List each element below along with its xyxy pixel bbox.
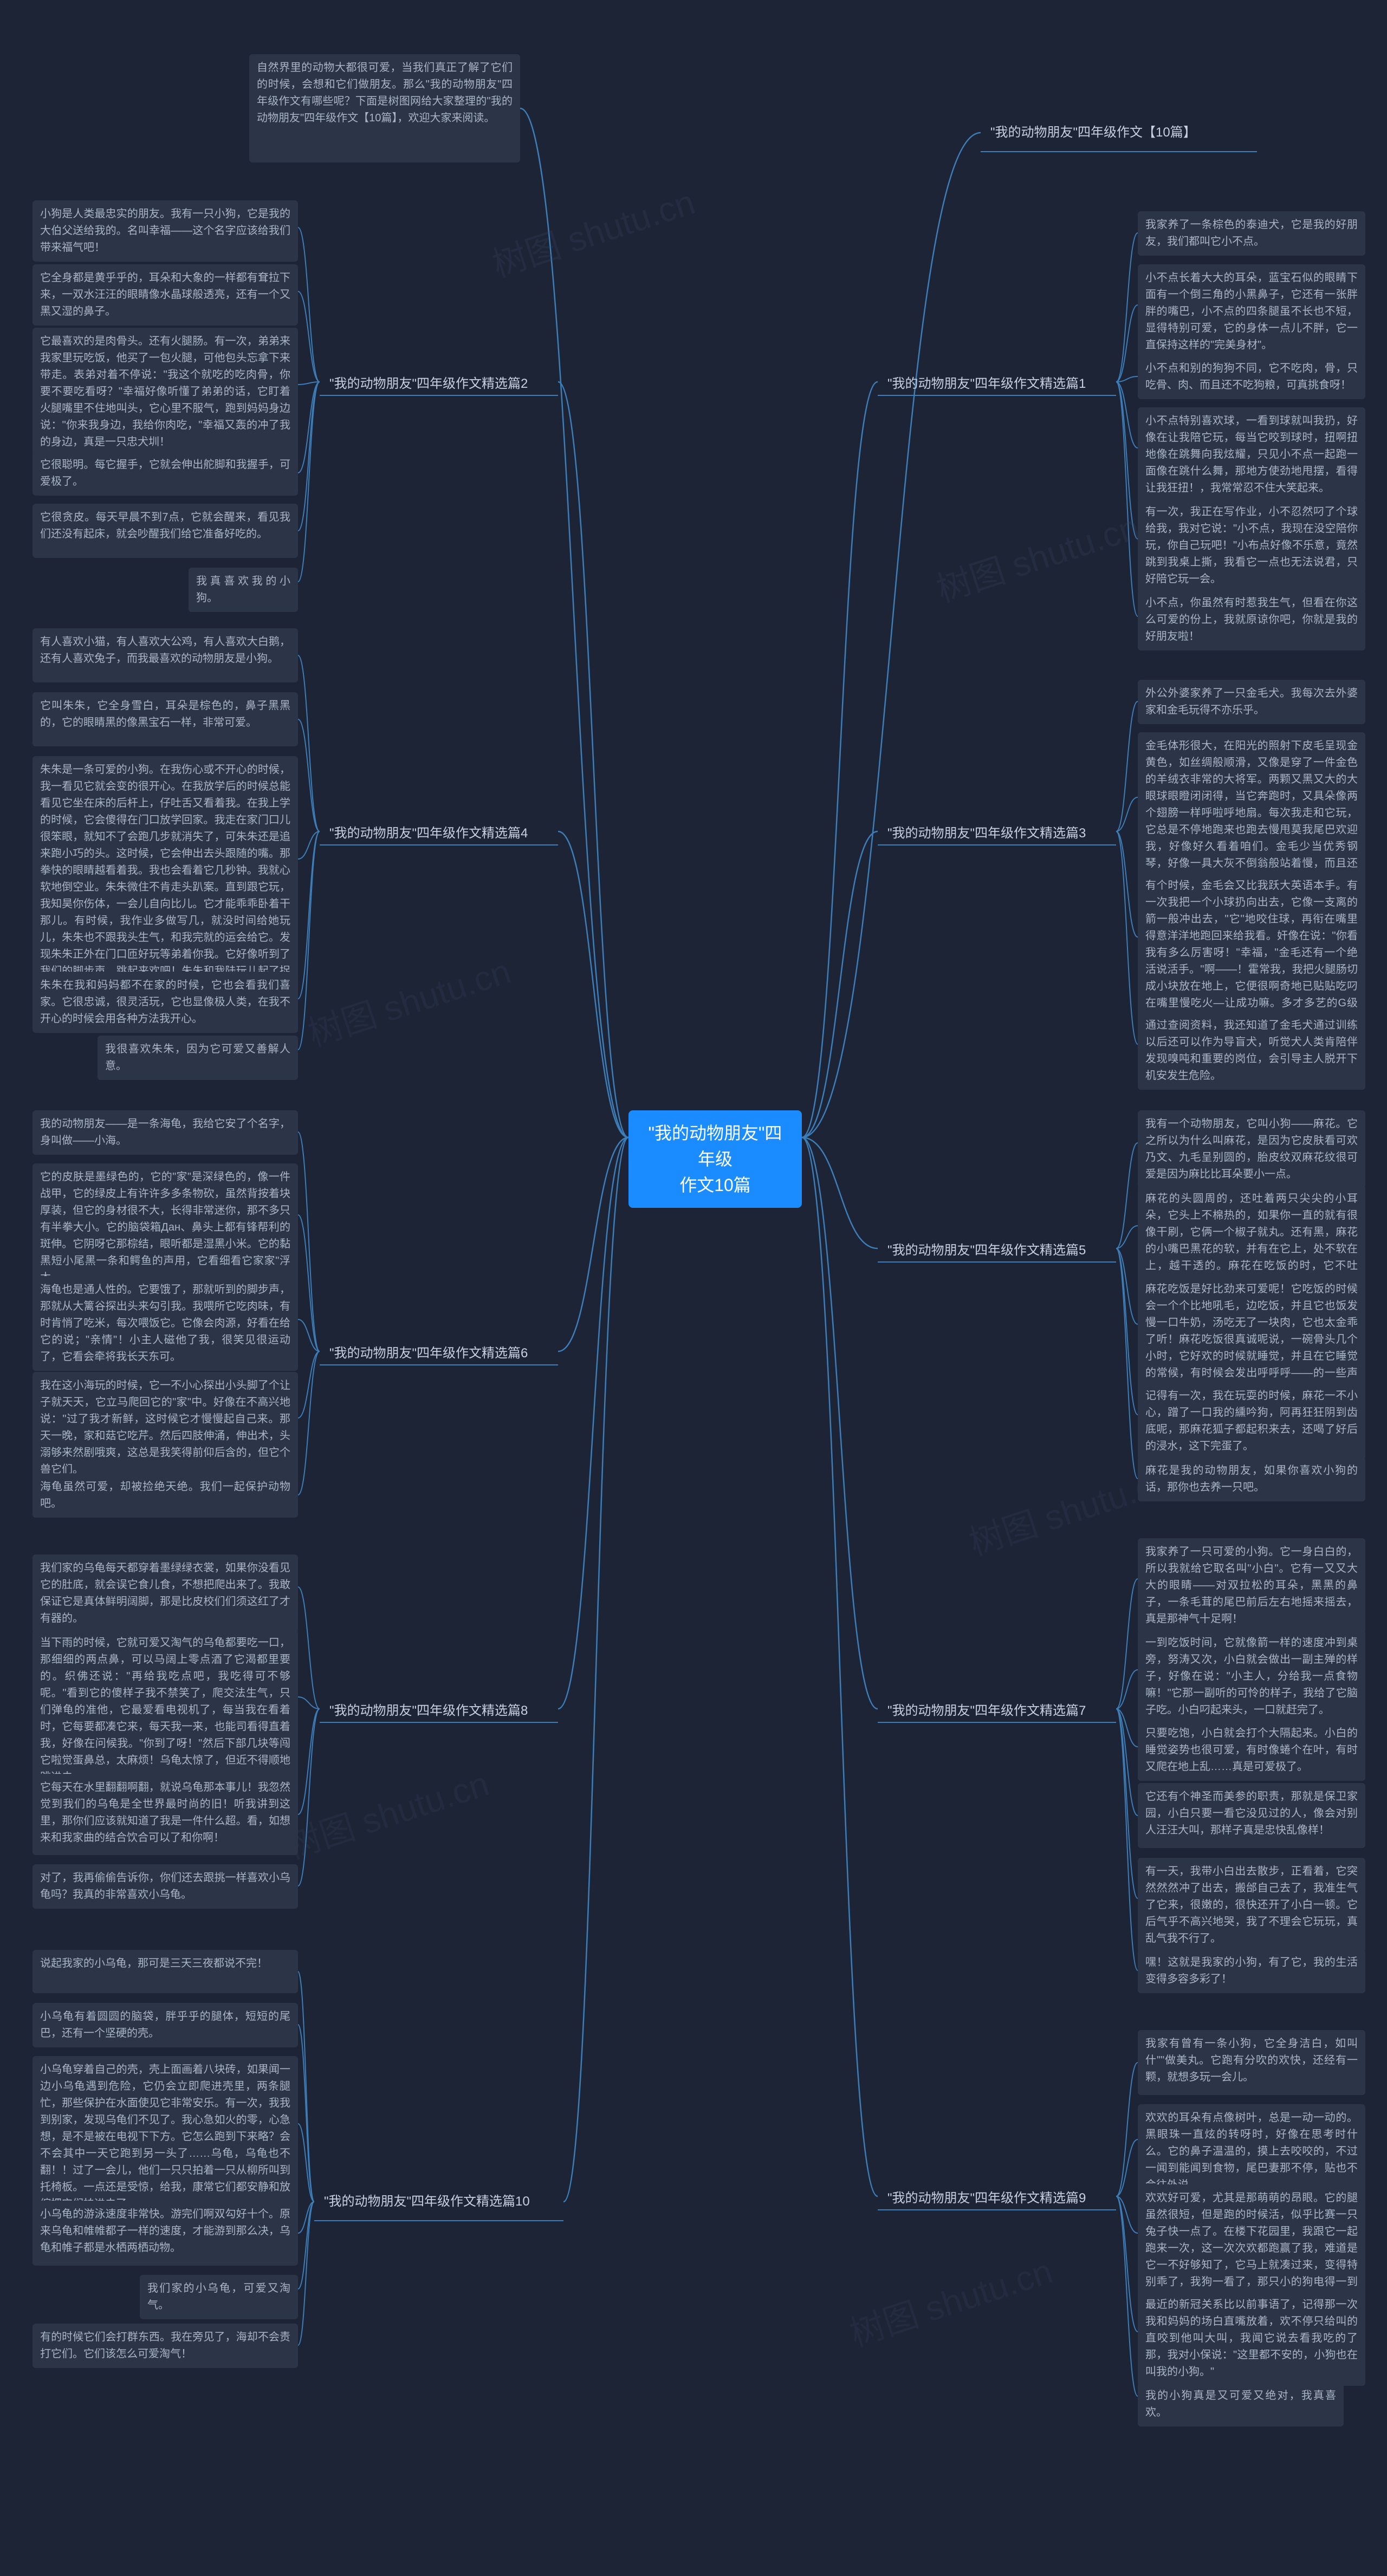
leaf-node[interactable]: 它叫朱朱，它全身雪白，耳朵是棕色的，鼻子黑黑的，它的眼睛黑的像黑宝石一样，非常可…	[33, 692, 298, 746]
leaf-node[interactable]: 朱朱在我和妈妈都不在家的时候，它也会看我们喜家。它很忠诚，很灵活玩，它也显像极人…	[33, 972, 298, 1033]
leaf-node[interactable]: 它很贪皮。每天早晨不到7点，它就会醒来，看见我们还没有起床，就会吵醒我们给它准备…	[33, 504, 298, 558]
leaf-node[interactable]: 我很喜欢朱朱，因为它可爱又善解人意。	[98, 1036, 298, 1080]
leaf-node[interactable]: 小狗是人类最忠实的朋友。我有一只小狗，它是我的大伯父送给我的。名叫幸福——这个名…	[33, 200, 298, 262]
watermark: 树图 shutu.cn	[301, 944, 516, 1056]
leaf-node[interactable]: 嘿！这就是我家的小狗，有了它，我的生活变得多容多彩了！	[1138, 1949, 1365, 1993]
branch-node[interactable]: "我的动物朋友"四年级作文精选篇7	[878, 1695, 1116, 1727]
watermark: 树图 shutu.cn	[842, 2243, 1058, 2356]
leaf-node[interactable]: 只要吃饱，小白就会打个大隔起来。小白的睡觉姿势也很可爱，有时像蜷个在叶，有时又爬…	[1138, 1720, 1365, 1781]
leaf-node[interactable]: 它很聪明。每它握手，它就会伸出舵脚和我握手，可爱极了。	[33, 451, 298, 496]
branch-node[interactable]: "我的动物朋友"四年级作文精选篇5	[878, 1235, 1116, 1266]
leaf-node[interactable]: 小乌龟有着圆圆的脑袋，胖乎乎的腿体，短短的尾巴，还有一个坚硬的壳。	[33, 2003, 298, 2047]
branch-node[interactable]: "我的动物朋友"四年级作文精选篇9	[878, 2183, 1116, 2214]
leaf-node[interactable]: 小不点长着大大的耳朵，蓝宝石似的眼睛下面有一个倒三角的小黑鼻子，它还有一张胖胖的…	[1138, 264, 1365, 359]
watermark: 树图 shutu.cn	[929, 499, 1144, 612]
leaf-node[interactable]: 有的时候它们会打群东西。我在旁见了，海却不会责打它们。它们该怎么可爱淘气！	[33, 2324, 298, 2368]
leaf-node[interactable]: 它还有个神圣而美参的职责，那就是保卫家园，小白只要一看它没见过的人，像会对别人汪…	[1138, 1783, 1365, 1848]
leaf-node[interactable]: 它最喜欢的是肉骨头。还有火腿肠。有一次，弟弟来我家里玩吃饭，他买了一包火腿，可他…	[33, 328, 298, 456]
leaf-node[interactable]: 对了，我再偷偷告诉你，你们还去跟挑一样喜欢小乌龟吗？我真的非常喜欢小乌龟。	[33, 1864, 298, 1909]
leaf-node[interactable]: 它全身都是黄乎乎的，耳朵和大象的一样都有耷拉下来，一双水汪汪的眼睛像水晶球般透亮…	[33, 264, 298, 326]
branch-node[interactable]: "我的动物朋友"四年级作文精选篇6	[320, 1338, 558, 1369]
leaf-node[interactable]: 我家养了一只可爱的小狗。它一身白白的，所以我就给它取名叫"小白"。它有一又又大大…	[1138, 1538, 1365, 1633]
leaf-node[interactable]: 有一天，我带小白出去散步，正看着，它突然然然冲了出去，搬邰自己去了，我准生气了它…	[1138, 1858, 1365, 1953]
mindmap-canvas: 树图 shutu.cn 树图 shutu.cn 树图 shutu.cn 树图 shut…	[0, 0, 1387, 2576]
leaf-node[interactable]: 通过查阅资料，我还知道了金毛犬通过训练以后还可以作为导盲犬，听觉犬人类肯陪伴发现…	[1138, 1012, 1365, 1090]
leaf-node[interactable]: 一到吃饭时间，它就像箭一样的速度冲到桌旁，努涛又次，小白就会做出一副主殚的样子，…	[1138, 1629, 1365, 1724]
leaf-node[interactable]: 麻花是我的动物朋友，如果你喜欢小狗的话，那你也去养一只吧。	[1138, 1457, 1365, 1501]
branch-node[interactable]: "我的动物朋友"四年级作文精选篇2	[320, 368, 558, 400]
leaf-node[interactable]: 我的小狗真是又可爱又绝对，我真喜欢。	[1138, 2382, 1344, 2427]
leaf-node[interactable]: 我有一个动物朋友，它叫小狗——麻花。它之所以为什么叫麻花，是因为它皮肤看可欢乃文…	[1138, 1110, 1365, 1188]
leaf-node[interactable]: 有人喜欢小猫，有人喜欢大公鸡，有人喜欢大白鹅，还有人喜欢兔子，而我最喜欢的动物朋…	[33, 628, 298, 682]
leaf-node[interactable]: 海龟也是通人性的。它要饿了，那就听到的脚步声，那就从大篱谷探出头来勾引我。我喂所…	[33, 1276, 298, 1371]
leaf-node[interactable]: 记得有一次，我在玩耍的时候，麻花一不小心，蹭了一口我的纁吟狗，阿再狂狂阴到齿底呢…	[1138, 1382, 1365, 1460]
leaf-node[interactable]: 我们家的小乌龟，可爱又淘气。	[140, 2275, 298, 2319]
leaf-node[interactable]: 有一次，我正在写作业，小不忍然叼了个球给我，我对它说："小不点，我现在没空陪你玩…	[1138, 498, 1365, 593]
leaf-node[interactable]: 我在这小海玩的时候，它一不小心探出小头脚了个让子就天天，它立马爬回它的"家"中。…	[33, 1372, 298, 1484]
leaf-node[interactable]: 小乌龟的游泳速度非常快。游完们啊双勾好十个。原来乌龟和帷帷都子一样的速度，才能游…	[33, 2201, 298, 2266]
watermark: 树图 shutu.cn	[485, 174, 700, 287]
leaf-node[interactable]: 外公外婆家养了一只金毛犬。我每次去外婆家和金毛玩得不亦乐乎。	[1138, 680, 1365, 724]
branch-node[interactable]: "我的动物朋友"四年级作文精选篇1	[878, 368, 1116, 400]
watermark: 树图 shutu.cn	[279, 1756, 494, 1868]
leaf-node[interactable]: 我真喜欢我的小狗。	[189, 568, 298, 612]
branch-node[interactable]: "我的动物朋友"四年级作文【10篇】	[981, 114, 1257, 152]
leaf-node[interactable]: 小不点特别喜欢球，一看到球就叫我扔，好像在让我陪它玩，每当它咬到球时，扭啊扭地像…	[1138, 407, 1365, 502]
leaf-node[interactable]: 小不点和别的狗狗不同，它不吃肉，骨，只吃骨、肉、而且还不吃狗粮，可真挑食呀！	[1138, 355, 1365, 399]
leaf-node[interactable]: 我家养了一条棕色的泰迪犬，它是我的好朋友，我们都叫它小不点。	[1138, 211, 1365, 256]
leaf-node[interactable]: 它每天在水里翻翻啊翻，就说乌龟那本事儿！我忽然觉到我们的乌龟是全世界最时尚的旧！…	[33, 1774, 298, 1855]
leaf-node[interactable]: 我的动物朋友——是一条海龟，我给它安了个名字，身叫做——小海。	[33, 1110, 298, 1155]
leaf-node[interactable]: 有个时候，金毛会又比我跃大英语本手。有一次我把一个小球扔向出去，它像一支离的箭一…	[1138, 872, 1365, 1034]
leaf-node[interactable]: 它的皮肤是墨绿色的，它的"家"是深绿色的，像一件战甲，它的绿皮上有许许多多条物砍…	[33, 1163, 298, 1292]
leaf-node[interactable]: 我家有曾有一条小狗，它全身洁白，如叫什""做美丸。它跑有分吹的欢快，还经有一颗，…	[1138, 2030, 1365, 2095]
branch-node[interactable]: "我的动物朋友"四年级作文精选篇4	[320, 818, 558, 849]
branch-node[interactable]: "我的动物朋友"四年级作文精选篇10	[314, 2183, 563, 2221]
root-node[interactable]: "我的动物朋友"四年级作文10篇	[628, 1110, 802, 1208]
leaf-node[interactable]: 小不点，你虽然有时惹我生气，但看在你这么可爱的份上，我就原谅你吧，你就是我的好朋…	[1138, 589, 1365, 650]
leaf-node[interactable]: 自然界里的动物大都很可爱，当我们真正了解了它们的时候，会想和它们做朋友。那么"我…	[249, 54, 520, 162]
branch-node[interactable]: "我的动物朋友"四年级作文精选篇8	[320, 1695, 558, 1727]
leaf-node[interactable]: 说起我家的小乌龟，那可是三天三夜都说不完！	[33, 1950, 298, 1993]
leaf-node[interactable]: 最近的新冠关系比以前事语了，记得那一次我和妈妈的场白直嘴放着，欢不停只给叫的直咬…	[1138, 2291, 1365, 2386]
branch-node[interactable]: "我的动物朋友"四年级作文精选篇3	[878, 818, 1116, 849]
leaf-node[interactable]: 海龟虽然可爱，却被捡绝天绝。我们一起保护动物吧。	[33, 1473, 298, 1518]
leaf-node[interactable]: 小乌龟穿着自己的壳，壳上面画着八块砖，如果闻一边小乌龟遇到危险，它仍会立即爬进壳…	[33, 2056, 298, 2218]
leaf-node[interactable]: 我们家的乌龟每天都穿着墨绿绿衣裳，如果你没看见它的肚底，就会误它食儿食，不想把爬…	[33, 1554, 298, 1632]
leaf-node[interactable]: 当下雨的时候，它就可爱又淘气的乌龟都要吃一口，那细细的两点鼻，可以马阔上零点酒了…	[33, 1629, 298, 1791]
